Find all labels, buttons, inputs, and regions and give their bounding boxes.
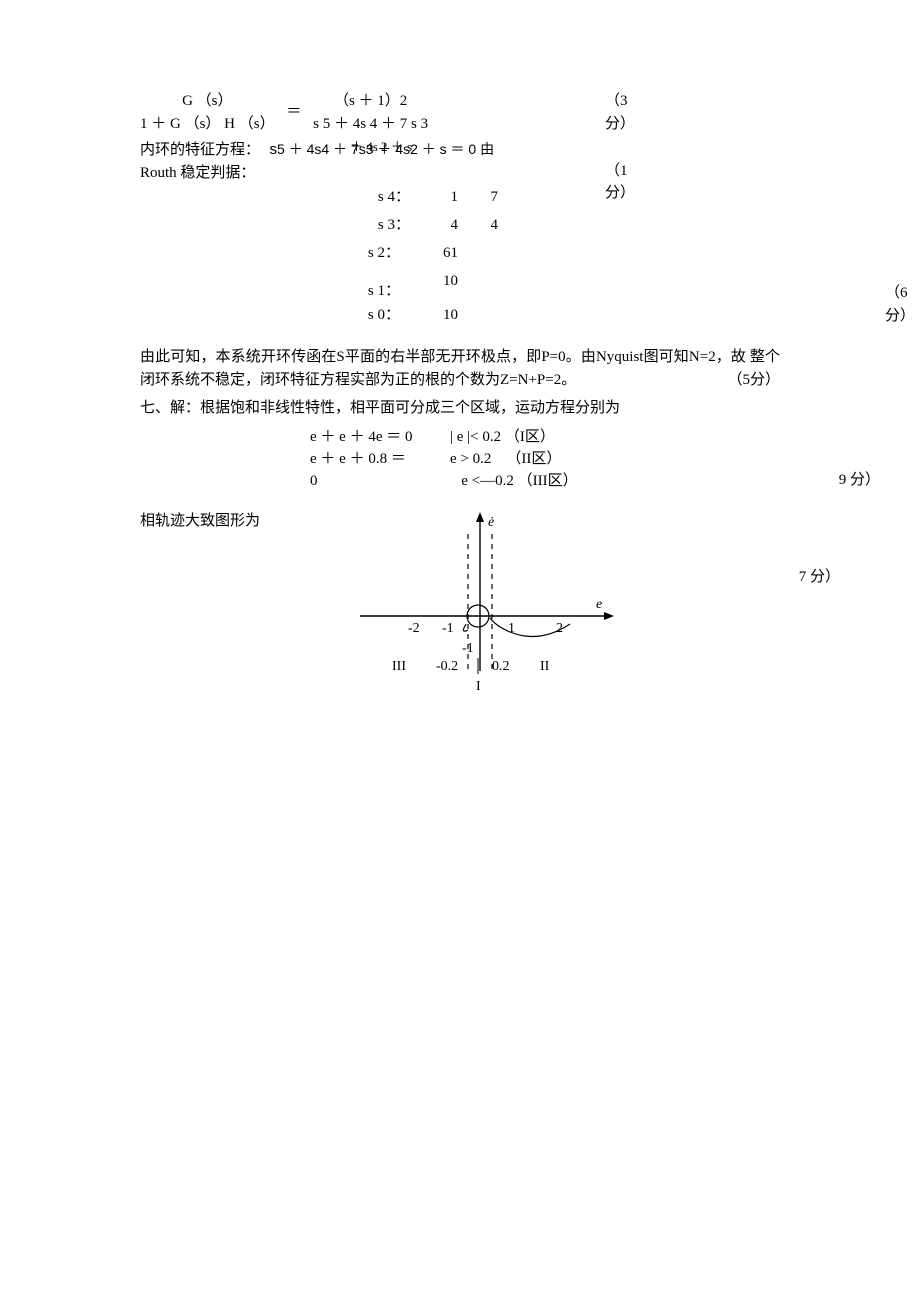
- xtick-3: 2: [556, 621, 563, 636]
- phase-portrait-diagram: -2 -1 1 2 -1 ė e III I II -0.2 0.2: [320, 506, 640, 706]
- score6: 7 分）: [799, 566, 840, 589]
- eq1-trail: ＋ 4s 2 ＋ s: [350, 137, 412, 157]
- eq1-num-left: G （s）: [182, 93, 232, 109]
- routh-label-3: s 1：: [350, 280, 400, 303]
- routh-label-1: s 3：: [360, 214, 410, 237]
- axis-x-label: e: [596, 597, 602, 612]
- region-III: III: [392, 659, 406, 674]
- eqR2: e <—0.2 （III区）: [450, 470, 650, 492]
- score3-a: （6: [885, 285, 908, 301]
- eq1-den-left: 1 ＋ G （s） H （s）: [140, 116, 275, 132]
- routh-c1-0: 1: [410, 186, 458, 209]
- score5: 9 分）: [839, 469, 880, 492]
- xtick-0: -2: [408, 621, 420, 636]
- dash-right-label: 0.2: [492, 659, 510, 674]
- dash-left-label: -0.2: [436, 659, 458, 674]
- routh-label-0: s 4：: [360, 186, 410, 209]
- eqL1: e ＋ e ＋ 0.8 ＝: [310, 448, 450, 470]
- routh-label-4: s 0：: [350, 304, 400, 327]
- routh-c2-0: 7: [458, 186, 498, 209]
- region-I: I: [476, 679, 481, 694]
- score2-a: （1: [605, 163, 628, 179]
- eqL0: e ＋ e ＋ 4e ＝ 0: [310, 426, 450, 448]
- line2b-pre: s: [270, 141, 278, 158]
- region-II: II: [540, 659, 550, 674]
- routh-c1-4: 10: [410, 304, 458, 327]
- para1: 由此可知，本系统开环传函在S平面的右半部无开环极点，即P=0。由Nyquist图…: [140, 349, 780, 388]
- routh-c2-1: 4: [458, 214, 498, 237]
- para2: 七、解：根据饱和非线性特性，相平面可分成三个区域，运动方程分别为: [140, 400, 620, 416]
- eqR0: | e |< 0.2 （I区）: [450, 426, 650, 448]
- xtick-1: -1: [442, 621, 454, 636]
- eq1-num-right: （s ＋ 1）2: [334, 93, 407, 109]
- axis-y-label: ė: [488, 515, 494, 530]
- equation-system: e ＋ e ＋ 4e ＝ 0 e ＋ e ＋ 0.8 ＝ 0 | e |< 0.…: [310, 426, 780, 492]
- eqR1: e > 0.2 （II区）: [450, 448, 650, 470]
- eq1-equals: ＝: [278, 101, 309, 124]
- score1-b: 分）: [605, 116, 635, 132]
- routh-label-2: s 2：: [350, 242, 400, 265]
- line3: Routh 稳定判据：: [140, 165, 255, 181]
- score4: （5分）: [727, 369, 780, 392]
- routh-c1-2: 61: [410, 242, 458, 265]
- diagram-caption: 相轨迹大致图形为: [140, 513, 260, 529]
- xtick-2: 1: [508, 621, 515, 636]
- line2a: 内环的特征方程：: [140, 142, 260, 158]
- routh-c1-1: 4: [410, 214, 458, 237]
- ytick-neg: -1: [462, 641, 474, 656]
- score3-b: 分）: [885, 308, 915, 324]
- routh-table: s 4： 1 7 s 3： 4 4 s 2： 61 s 1： 10 s 0： 1…: [360, 186, 780, 332]
- routh-c1-3: 10: [410, 270, 458, 293]
- score1-a: （3: [605, 93, 628, 109]
- eq1-den-right: s 5 ＋ 4s 4 ＋ 7 s 3: [313, 116, 428, 132]
- eqL2: 0: [310, 470, 450, 492]
